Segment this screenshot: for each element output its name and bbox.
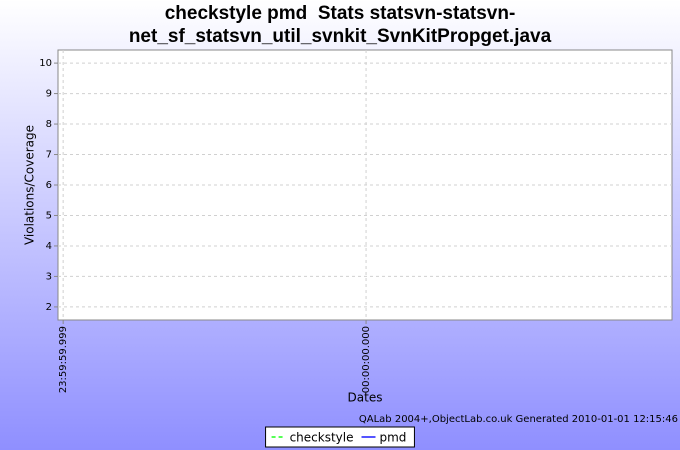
y-tick-label: 5 <box>46 210 52 221</box>
y-tick-label: 8 <box>46 119 52 130</box>
legend-label: pmd <box>379 431 406 445</box>
y-axis-label: Violations/Coverage <box>23 125 37 245</box>
y-tick-label: 6 <box>46 180 52 191</box>
y-tick-label: 9 <box>46 89 52 100</box>
y-tick-label: 2 <box>46 302 52 313</box>
legend-label: checkstyle <box>290 431 354 445</box>
y-tick-label: 3 <box>46 271 52 282</box>
y-tick-label: 10 <box>39 58 52 69</box>
chart-title: checkstyle pmd Stats statsvn-statsvn- <box>165 3 516 24</box>
legend-box <box>265 426 415 448</box>
x-axis-label: Dates <box>348 391 383 405</box>
x-tick-label: 23:59:59.999 <box>58 326 69 393</box>
chart-title: net_sf_statsvn_util_svnkit_SvnKitPropget… <box>129 26 552 47</box>
x-tick-label: 00:00:00.000 <box>361 326 372 393</box>
legend: checkstyle pmd <box>265 426 415 448</box>
footer: QALab 2004+,ObjectLab.co.uk Generated 20… <box>359 414 678 425</box>
y-tick-label: 7 <box>46 150 52 161</box>
y-tick-label: 4 <box>46 241 52 252</box>
